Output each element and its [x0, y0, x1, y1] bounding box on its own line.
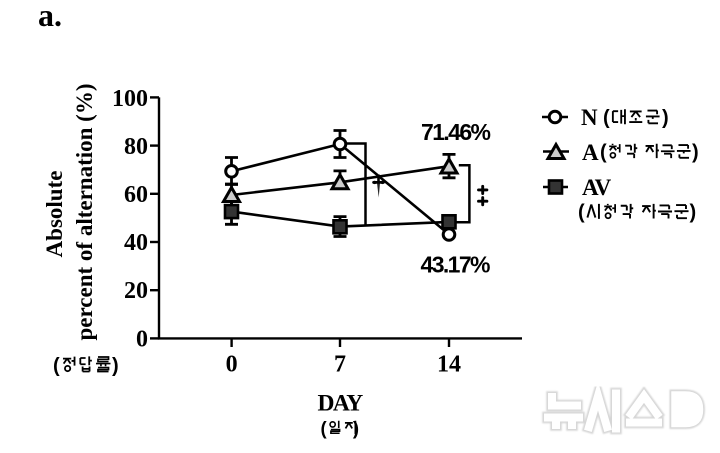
- svg-text:(: (: [603, 107, 610, 129]
- svg-text:): ): [112, 355, 119, 377]
- svg-text:(: (: [321, 418, 328, 439]
- svg-text:20: 20: [124, 278, 148, 304]
- svg-text:43.17%: 43.17%: [421, 252, 491, 278]
- svg-text:): ): [662, 107, 669, 129]
- svg-text:): ): [692, 142, 699, 164]
- svg-text:N: N: [581, 105, 598, 130]
- svg-text:a.: a.: [38, 0, 62, 33]
- svg-text:71.46%: 71.46%: [421, 119, 491, 145]
- svg-text:7: 7: [334, 352, 346, 378]
- svg-text:0: 0: [226, 352, 238, 378]
- svg-text:(: (: [600, 142, 607, 164]
- svg-text:): ): [690, 202, 697, 224]
- svg-text:40: 40: [124, 230, 148, 256]
- svg-text:80: 80: [124, 134, 148, 160]
- svg-text:): ): [353, 418, 359, 439]
- svg-text:14: 14: [437, 352, 461, 378]
- svg-text:60: 60: [124, 182, 148, 208]
- svg-text:(: (: [578, 202, 585, 224]
- svg-text:0: 0: [136, 327, 148, 353]
- svg-text:A: A: [582, 140, 599, 165]
- svg-text:100: 100: [112, 86, 148, 112]
- svg-text:percent of alternation (%): percent of alternation (%): [72, 84, 97, 341]
- svg-text:AV: AV: [582, 175, 612, 200]
- svg-text:DAY: DAY: [317, 391, 363, 417]
- svg-text:Absolute: Absolute: [42, 171, 67, 258]
- svg-text:(: (: [53, 355, 60, 377]
